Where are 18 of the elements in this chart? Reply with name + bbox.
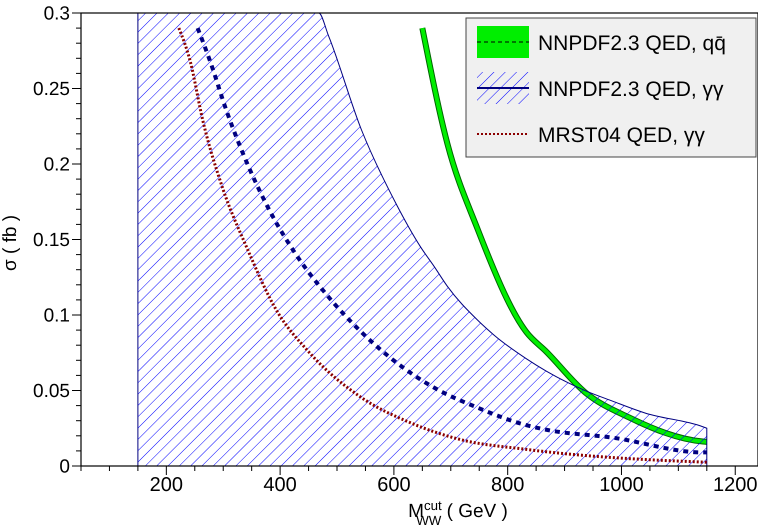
x-tick-label: 1200 (712, 474, 758, 496)
y-tick-label: 0.2 (44, 154, 70, 176)
y-tick-label: 0.15 (33, 230, 70, 252)
y-tick-label: 0.05 (33, 381, 70, 402)
y-tick-label: 0.1 (44, 306, 70, 327)
x-axis-title: M$^{cut}$$_{WW}$ ( GeV ) (408, 498, 508, 525)
legend-label: NNPDF2.3 QED, γγ (538, 78, 724, 101)
legend-label: NNPDF2.3 QED, qq̄ (538, 32, 726, 55)
legend-label: MRST04 QED, γγ (538, 124, 706, 147)
x-tick-label: 200 (150, 474, 184, 496)
x-tick-label: 1000 (599, 474, 644, 496)
x-tick-label: 400 (263, 474, 297, 496)
x-tick-label: 600 (377, 474, 411, 496)
y-tick-label: 0 (59, 456, 70, 478)
y-axis-title: σ ( fb ) (0, 214, 21, 272)
y-tick-label: 0.3 (44, 4, 70, 25)
x-tick-label: 800 (490, 474, 524, 496)
y-tick-label: 0.25 (33, 79, 70, 100)
